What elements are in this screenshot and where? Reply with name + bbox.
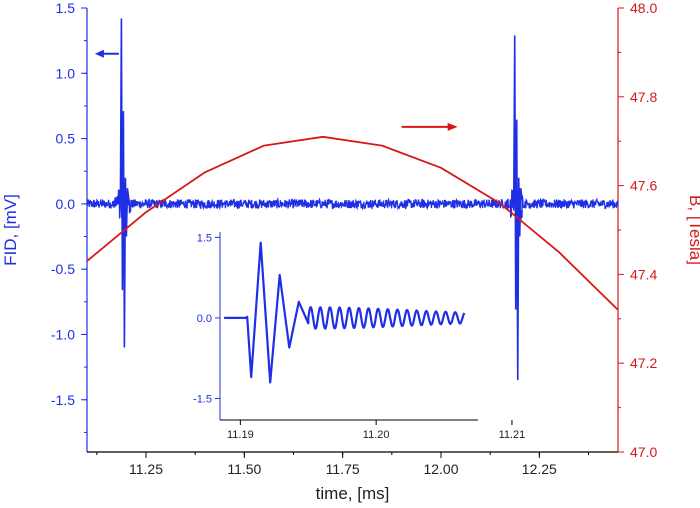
x-tick-label: 12.00 <box>423 461 458 477</box>
inset-fid-line <box>224 241 466 384</box>
y-left-tick-label: -1.5 <box>51 392 75 408</box>
fid-signal-line <box>86 172 619 233</box>
inset-x-tick-label: 11.21 <box>499 429 526 441</box>
inset-x-tick-label: 11.20 <box>363 429 390 441</box>
x-tick-label: 11.25 <box>129 461 163 477</box>
fid-echo-burst-2 <box>512 35 524 381</box>
x-tick-label: 11.75 <box>326 461 360 477</box>
x-tick-label: 12.25 <box>522 461 557 477</box>
y-right-tick-label: 47.0 <box>630 444 657 460</box>
y-left-tick-label: -1.0 <box>51 326 75 342</box>
y-left-tick-label: 0.0 <box>56 196 76 212</box>
y-right-tick-label: 48.0 <box>630 0 657 16</box>
right-arrow-head <box>447 122 458 131</box>
left-arrow-head <box>94 49 104 58</box>
y-axis-left-label: FID, [mV] <box>1 194 20 266</box>
inset-plot: 11.19 11.20 11.21 1.5 0.0 -1.5 <box>193 232 525 441</box>
y-right-tick-label: 47.4 <box>630 266 657 282</box>
inset-x-tick-label: 11.19 <box>227 429 254 441</box>
fid-echo-burst-1 <box>119 18 131 348</box>
y-left-tick-label: 1.0 <box>56 65 76 81</box>
y-right-tick-label: 47.6 <box>630 178 657 194</box>
field-line <box>86 135 619 311</box>
x-axis-label: time, [ms] <box>316 484 390 503</box>
inset-y-tick-label: 1.5 <box>197 232 212 244</box>
x-tick-label: 11.50 <box>227 461 261 477</box>
main-plot: 11.25 11.50 11.75 12.00 12.25 1.5 1.0 0.5 0.0 -0.… <box>51 0 658 477</box>
y-left-tick-label: -0.5 <box>51 261 75 277</box>
y-right-tick-label: 47.2 <box>630 355 657 371</box>
y-axis-right-label: B, [Tesla] <box>686 195 700 265</box>
inset-y-tick-label: 0.0 <box>197 313 212 325</box>
y-right-tick-label: 47.8 <box>630 89 657 105</box>
inset-y-tick-label: -1.5 <box>193 394 212 406</box>
y-left-tick-label: 1.5 <box>56 0 76 16</box>
y-left-tick-label: 0.5 <box>56 131 76 147</box>
